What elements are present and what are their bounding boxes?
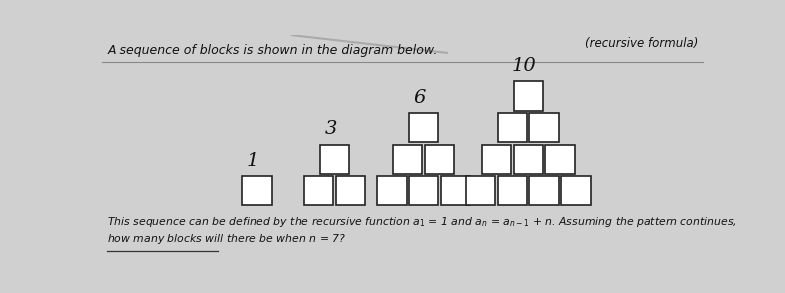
Bar [393,144,422,174]
Bar [498,113,527,142]
Text: 6: 6 [414,89,426,107]
Text: 1: 1 [247,152,259,170]
Bar [440,176,470,205]
Text: 10: 10 [512,57,537,75]
Bar [319,144,349,174]
Bar [561,176,590,205]
Bar [513,81,543,111]
Bar [546,144,575,174]
Text: how many blocks will there be when $n$ = 7?: how many blocks will there be when $n$ =… [108,232,346,246]
Text: This sequence can be defined by the recursive function $a_1$ = 1 and $a_n$ = $a_: This sequence can be defined by the recu… [108,214,737,229]
Bar [409,176,438,205]
Text: 3: 3 [324,120,337,138]
Bar [336,176,365,205]
Text: (recursive formula): (recursive formula) [586,38,699,50]
Bar [243,176,272,205]
Bar [498,176,527,205]
Bar [304,176,334,205]
Text: A sequence of blocks is shown in the diagram below.: A sequence of blocks is shown in the dia… [108,44,438,57]
Bar [482,144,511,174]
Bar [529,113,559,142]
Bar [377,176,407,205]
Bar [466,176,495,205]
Bar [513,144,543,174]
Bar [409,113,438,142]
Bar [425,144,455,174]
Bar [529,176,559,205]
